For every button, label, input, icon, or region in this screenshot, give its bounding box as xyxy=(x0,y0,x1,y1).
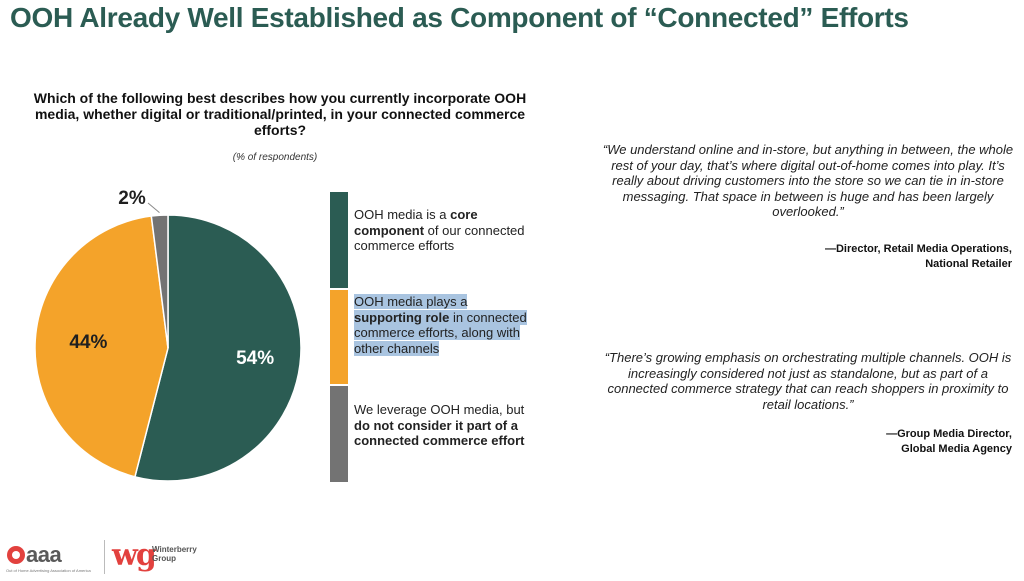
legend-swatch-not-connected xyxy=(330,386,348,482)
chart-question: Which of the following best describes ho… xyxy=(33,90,527,138)
oaaa-tagline: Out of Home Advertising Association of A… xyxy=(6,568,91,573)
pie-label-supporting-role: 44% xyxy=(69,332,107,353)
legend-swatch-supporting xyxy=(330,290,348,384)
winterberry-logo: wg Winterberry Group xyxy=(112,538,197,578)
oaaa-logo-word: aaa xyxy=(26,542,62,567)
quote-agency-attribution: —Group Media Director, Global Media Agenc… xyxy=(886,428,1012,455)
quote-retail: “We understand online and in-store, but … xyxy=(602,142,1014,219)
pie-slice-supporting-role xyxy=(34,215,169,478)
legend-text-supporting: OOH media plays a supporting role in con… xyxy=(354,294,527,356)
legend-item-not-connected: We leverage OOH media, but do not consid… xyxy=(330,386,530,482)
pie-label-not-part-of-connected-commerce: 2% xyxy=(118,188,146,209)
oaaa-logo-mark-icon xyxy=(7,546,25,564)
page-title: OOH Already Well Established as Componen… xyxy=(10,2,909,33)
quote-agency: “There’s growing emphasis on orchestrati… xyxy=(604,350,1012,412)
pie-leader-line xyxy=(147,202,160,213)
wg-logo-mark: wg xyxy=(112,538,157,573)
legend-item-supporting: OOH media plays a supporting role in con… xyxy=(330,290,530,384)
legend-text-core: OOH media is a core component of our con… xyxy=(354,207,525,253)
oaaa-logo: aaa Out of Home Advertising Association … xyxy=(6,540,98,578)
pie-label-core-component: 54% xyxy=(236,348,274,369)
pie-slice-not-part-of-connected-commerce xyxy=(150,214,169,349)
logo-divider xyxy=(104,540,105,574)
legend-swatch-core xyxy=(330,192,348,288)
pie-chart: 54% 44% 2% xyxy=(34,188,302,482)
legend-item-core: OOH media is a core component of our con… xyxy=(330,192,530,288)
pie-slice-core-component xyxy=(134,214,302,482)
chart-subtitle: (% of respondents) xyxy=(232,152,318,163)
wg-logo-name: Winterberry Group xyxy=(152,545,197,563)
quote-retail-attribution: —Director, Retail Media Operations, Natio… xyxy=(824,243,1012,270)
legend-text-not-connected: We leverage OOH media, but do not consid… xyxy=(354,402,525,448)
